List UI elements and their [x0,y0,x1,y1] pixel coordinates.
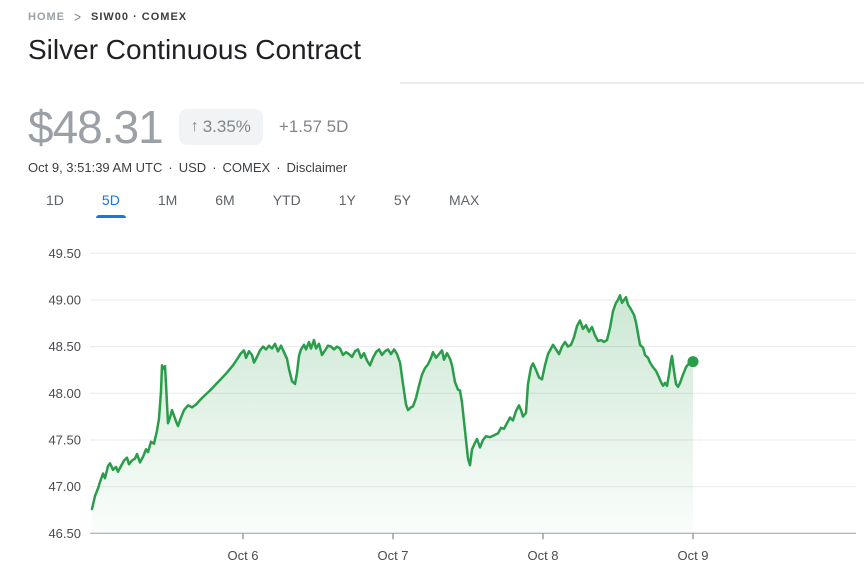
arrow-up-icon: ↑ [190,118,199,135]
time-range-tabs: 1D 5D 1M 6M YTD 1Y 5Y MAX [40,190,485,218]
disclaimer-link[interactable]: Disclaimer [286,160,348,175]
quote-timestamp: Oct 9, 3:51:39 AM UTC [28,160,163,175]
x-axis-label: Oct 7 [377,548,408,563]
x-axis-label: Oct 6 [227,548,258,563]
y-axis-label: 48.50 [48,339,81,354]
y-axis-label: 47.50 [48,432,81,447]
price-line [90,294,695,511]
quote-currency: USD [178,160,207,175]
tab-1m[interactable]: 1M [157,192,178,208]
y-axis-label: 49.50 [48,246,81,261]
quote-meta: Oct 9, 3:51:39 AM UTC · USD · COMEX · Di… [28,160,347,175]
tab-1y[interactable]: 1Y [338,192,356,208]
tab-5y[interactable]: 5Y [393,192,411,208]
tab-1d[interactable]: 1D [46,192,64,208]
change-percent-badge: ↑ 3.35% [178,109,263,145]
tab-ytd[interactable]: YTD [272,192,301,208]
x-axis-label: Oct 9 [677,548,708,563]
y-axis-label: 47.00 [48,479,81,494]
breadcrumb-home-link[interactable]: HOME [28,11,65,23]
section-divider [400,82,864,84]
breadcrumb: HOME > SIW00 · COMEX [28,8,188,26]
page-title: Silver Continuous Contract [28,34,362,65]
y-axis-label: 46.50 [48,526,81,541]
x-axis-label: Oct 8 [527,548,558,563]
meta-separator: · [276,160,281,175]
chevron-right-icon: > [74,8,83,26]
quote-header: $48.31 ↑ 3.35% +1.57 5D [28,100,348,154]
current-price: $48.31 [28,101,164,153]
meta-separator: · [212,160,217,175]
tab-6m[interactable]: 6M [215,192,235,208]
last-price-dot [687,356,699,368]
tab-max[interactable]: MAX [448,192,480,208]
change-percent: 3.35% [202,117,251,136]
tab-5d[interactable]: 5D [95,190,126,218]
price-area-fill [92,295,693,534]
quote-exchange: COMEX [222,160,271,175]
y-axis-label: 48.00 [48,386,81,401]
breadcrumb-symbol: SIW00 · COMEX [91,11,188,23]
change-absolute: +1.57 5D [278,117,349,136]
y-axis-label: 49.00 [48,292,81,307]
meta-separator: · [168,160,173,175]
